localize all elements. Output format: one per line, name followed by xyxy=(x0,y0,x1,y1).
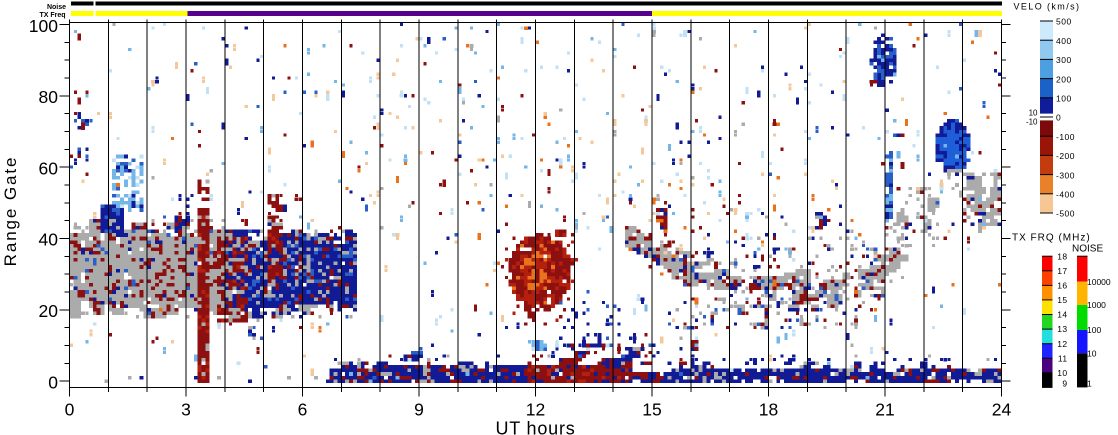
svg-text:400: 400 xyxy=(1056,36,1072,46)
svg-text:-400: -400 xyxy=(1056,190,1075,200)
svg-text:40: 40 xyxy=(39,230,59,250)
svg-text:-10: -10 xyxy=(1026,117,1038,126)
svg-text:80: 80 xyxy=(39,87,59,107)
svg-text:1: 1 xyxy=(1087,379,1092,389)
svg-text:100: 100 xyxy=(1087,325,1101,335)
svg-text:TX FRQ (MHz): TX FRQ (MHz) xyxy=(1012,233,1091,244)
svg-text:21: 21 xyxy=(875,400,894,420)
svg-text:NOISE: NOISE xyxy=(1072,243,1103,254)
svg-text:0: 0 xyxy=(48,372,58,392)
svg-text:0: 0 xyxy=(65,400,75,420)
svg-text:0: 0 xyxy=(1056,113,1061,123)
svg-text:UT hours: UT hours xyxy=(495,419,575,435)
svg-text:17: 17 xyxy=(1057,266,1067,276)
svg-text:12: 12 xyxy=(526,400,545,420)
svg-text:15: 15 xyxy=(642,400,661,420)
svg-text:Range Gate: Range Gate xyxy=(1,156,20,267)
svg-text:Noise: Noise xyxy=(47,4,66,11)
svg-text:10: 10 xyxy=(1057,368,1067,378)
svg-text:TX Freq: TX Freq xyxy=(39,12,65,19)
svg-text:18: 18 xyxy=(1057,251,1067,261)
svg-text:14: 14 xyxy=(1057,310,1067,320)
svg-text:-200: -200 xyxy=(1056,151,1075,161)
svg-text:16: 16 xyxy=(1057,281,1067,291)
svg-text:300: 300 xyxy=(1056,55,1072,65)
svg-text:9: 9 xyxy=(1062,379,1067,389)
svg-text:1000: 1000 xyxy=(1087,300,1106,310)
svg-text:6: 6 xyxy=(298,400,308,420)
svg-text:3: 3 xyxy=(181,400,191,420)
svg-text:12: 12 xyxy=(1057,339,1067,349)
svg-text:500: 500 xyxy=(1056,17,1072,27)
svg-text:-500: -500 xyxy=(1056,209,1075,219)
svg-text:13: 13 xyxy=(1057,324,1067,334)
svg-text:20: 20 xyxy=(39,301,59,321)
svg-text:200: 200 xyxy=(1056,74,1072,84)
svg-text:60: 60 xyxy=(39,158,59,178)
svg-text:24: 24 xyxy=(992,400,1012,420)
svg-text:-100: -100 xyxy=(1056,132,1075,142)
svg-text:100: 100 xyxy=(29,16,58,36)
svg-text:15: 15 xyxy=(1057,295,1067,305)
svg-text:10: 10 xyxy=(1087,348,1097,358)
svg-text:9: 9 xyxy=(414,400,424,420)
svg-text:100: 100 xyxy=(1056,94,1072,104)
svg-text:18: 18 xyxy=(759,400,778,420)
svg-text:10000: 10000 xyxy=(1087,277,1111,287)
svg-text:11: 11 xyxy=(1058,353,1068,363)
svg-text:10: 10 xyxy=(1029,109,1038,118)
svg-text:VELO (km/s): VELO (km/s) xyxy=(1014,2,1081,12)
svg-text:-300: -300 xyxy=(1056,170,1075,180)
